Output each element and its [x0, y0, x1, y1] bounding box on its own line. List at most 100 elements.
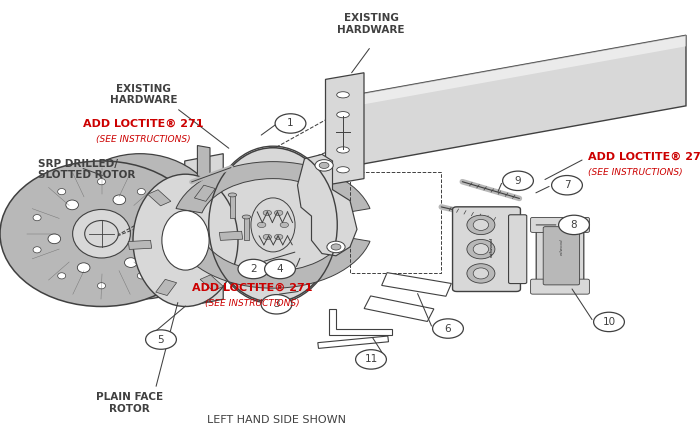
Text: (SEE INSTRUCTIONS): (SEE INSTRUCTIONS) [588, 168, 682, 177]
Circle shape [263, 210, 272, 216]
Ellipse shape [473, 268, 489, 279]
Circle shape [319, 162, 329, 168]
Text: 6: 6 [444, 324, 452, 333]
Text: EXISTING
HARDWARE: EXISTING HARDWARE [337, 13, 405, 35]
Polygon shape [128, 240, 152, 250]
Circle shape [315, 160, 333, 171]
Text: SRP DRILLED/
SLOTTED ROTOR: SRP DRILLED/ SLOTTED ROTOR [38, 159, 136, 180]
Ellipse shape [263, 266, 282, 276]
Circle shape [275, 114, 306, 133]
Text: (SEE INSTRUCTIONS): (SEE INSTRUCTIONS) [204, 299, 300, 307]
Polygon shape [219, 231, 243, 240]
Ellipse shape [33, 247, 41, 253]
Ellipse shape [251, 198, 295, 252]
Ellipse shape [473, 243, 489, 254]
Text: ADD LOCTITE® 271: ADD LOCTITE® 271 [588, 152, 700, 162]
Ellipse shape [337, 147, 349, 153]
Ellipse shape [137, 189, 146, 195]
Circle shape [146, 330, 176, 349]
FancyBboxPatch shape [543, 227, 580, 285]
Ellipse shape [162, 247, 170, 253]
Text: wilwood: wilwood [490, 237, 494, 257]
Circle shape [433, 319, 463, 338]
Text: PLAIN FACE
ROTOR: PLAIN FACE ROTOR [96, 392, 163, 414]
Polygon shape [343, 35, 686, 168]
Text: 11: 11 [365, 355, 377, 364]
Ellipse shape [137, 273, 146, 279]
Ellipse shape [210, 148, 336, 302]
Polygon shape [197, 146, 210, 302]
Circle shape [258, 222, 266, 228]
Polygon shape [148, 190, 171, 206]
Text: 7: 7 [564, 180, 570, 190]
Ellipse shape [57, 273, 66, 279]
Ellipse shape [66, 200, 78, 210]
Text: (SEE INSTRUCTIONS): (SEE INSTRUCTIONS) [96, 135, 191, 144]
Ellipse shape [0, 161, 203, 306]
Ellipse shape [242, 215, 251, 219]
Ellipse shape [228, 193, 237, 197]
Polygon shape [298, 154, 357, 256]
Ellipse shape [337, 112, 349, 118]
Circle shape [238, 259, 269, 279]
FancyBboxPatch shape [508, 215, 526, 284]
Polygon shape [343, 35, 686, 108]
Circle shape [327, 241, 345, 253]
Polygon shape [382, 273, 452, 296]
Ellipse shape [97, 179, 106, 185]
FancyBboxPatch shape [531, 279, 589, 294]
Text: 5: 5 [158, 335, 164, 344]
Bar [230, 195, 235, 218]
Polygon shape [185, 154, 223, 306]
Ellipse shape [337, 167, 349, 173]
Text: wilwood: wilwood [560, 239, 564, 255]
Circle shape [261, 295, 292, 314]
Ellipse shape [467, 239, 495, 259]
Ellipse shape [467, 264, 495, 283]
Ellipse shape [33, 215, 41, 221]
Ellipse shape [85, 220, 118, 247]
Ellipse shape [162, 215, 170, 221]
Ellipse shape [162, 210, 209, 270]
Text: 8: 8 [570, 220, 578, 230]
Ellipse shape [113, 195, 126, 205]
Ellipse shape [142, 224, 155, 233]
Polygon shape [318, 336, 388, 348]
Circle shape [559, 215, 589, 235]
Polygon shape [364, 296, 434, 321]
Ellipse shape [335, 115, 351, 150]
Polygon shape [326, 73, 364, 185]
Circle shape [356, 350, 386, 369]
Text: 1: 1 [287, 119, 294, 128]
Ellipse shape [57, 153, 223, 299]
Ellipse shape [467, 215, 495, 235]
Circle shape [263, 234, 272, 239]
Text: 2: 2 [250, 264, 257, 274]
Text: 9: 9 [514, 176, 522, 186]
Circle shape [274, 210, 283, 216]
Polygon shape [195, 185, 216, 202]
Ellipse shape [473, 220, 489, 230]
Ellipse shape [133, 174, 238, 306]
Circle shape [274, 234, 283, 239]
Ellipse shape [77, 263, 90, 273]
Circle shape [552, 176, 582, 195]
Wedge shape [176, 162, 370, 213]
Text: 3: 3 [273, 299, 280, 309]
FancyBboxPatch shape [536, 220, 584, 291]
Circle shape [503, 171, 533, 191]
FancyBboxPatch shape [452, 207, 520, 292]
Ellipse shape [328, 97, 358, 168]
Text: EXISTING
HARDWARE: EXISTING HARDWARE [110, 84, 177, 105]
FancyBboxPatch shape [531, 217, 589, 232]
Ellipse shape [125, 258, 137, 267]
Text: ADD LOCTITE® 271: ADD LOCTITE® 271 [83, 119, 204, 129]
Circle shape [265, 259, 295, 279]
Text: LEFT HAND SIDE SHOWN: LEFT HAND SIDE SHOWN [207, 415, 346, 426]
Circle shape [280, 222, 288, 228]
Ellipse shape [73, 209, 130, 258]
Text: 10: 10 [603, 317, 615, 327]
Polygon shape [329, 309, 392, 335]
Ellipse shape [97, 283, 106, 289]
Ellipse shape [337, 92, 349, 98]
